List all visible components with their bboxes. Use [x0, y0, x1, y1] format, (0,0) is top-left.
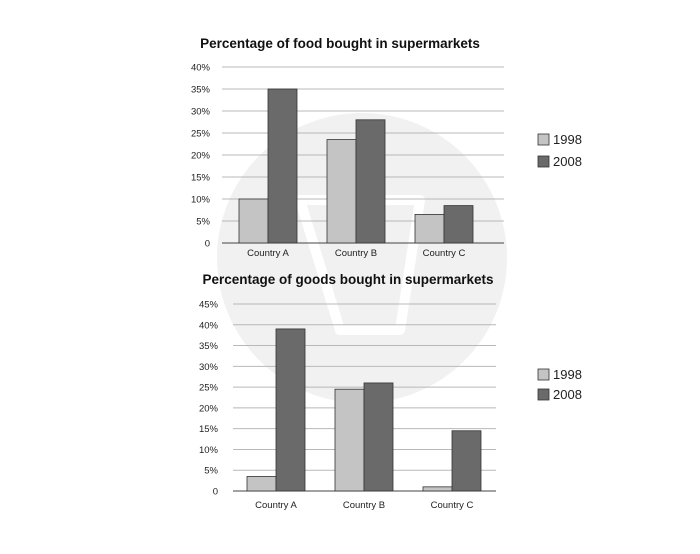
- bar-2008-country-a: [267, 88, 298, 244]
- legend-label: 1998: [553, 132, 582, 147]
- chart-title: Percentage of goods bought in supermarke…: [202, 272, 493, 287]
- y-tick-label: 20%: [191, 151, 211, 162]
- category-label: Country A: [247, 248, 289, 259]
- legend-swatch-1998: [537, 368, 550, 381]
- legend: 1998 2008: [537, 132, 582, 169]
- legend-swatch-2008: [537, 388, 550, 401]
- legend-label: 1998: [553, 367, 582, 382]
- goods-chart: Percentage of goods bought in supermarke…: [199, 272, 582, 511]
- category-label: Country C: [423, 248, 466, 259]
- y-tick-label: 35%: [199, 341, 219, 352]
- y-tick-label: 0: [213, 487, 218, 498]
- category-label: Country A: [255, 500, 297, 511]
- legend-label: 2008: [553, 154, 582, 169]
- bar-2008-country-b: [363, 382, 394, 492]
- bar-1998-country-b: [326, 139, 357, 244]
- y-tick-label: 25%: [191, 129, 211, 140]
- y-tick-label: 45%: [199, 300, 219, 311]
- y-tick-label: 40%: [191, 63, 211, 74]
- y-tick-label: 30%: [191, 107, 211, 118]
- y-tick-label: 0: [205, 239, 210, 250]
- category-label: Country C: [431, 500, 474, 511]
- y-tick-label: 30%: [199, 362, 219, 373]
- legend-swatch-1998: [537, 133, 550, 146]
- y-tick-label: 15%: [199, 424, 219, 435]
- bar-2008-country-c: [443, 205, 474, 244]
- category-label: Country B: [343, 500, 385, 511]
- y-tick-label: 40%: [199, 320, 219, 331]
- legend-label: 2008: [553, 387, 582, 402]
- y-tick-label: 5%: [204, 466, 218, 477]
- bar-2008-country-b: [355, 119, 386, 244]
- bar-1998-country-b: [334, 388, 365, 492]
- bar-2008-country-a: [275, 328, 306, 492]
- food-chart: Percentage of food bought in supermarket…: [191, 36, 582, 259]
- bar-1998-country-a: [238, 198, 269, 244]
- y-tick-label: 10%: [191, 195, 211, 206]
- category-label: Country B: [335, 248, 377, 259]
- y-tick-label: 15%: [191, 173, 211, 184]
- bar-1998-country-c: [422, 486, 453, 492]
- y-tick-label: 35%: [191, 85, 211, 96]
- y-tick-label: 10%: [199, 445, 219, 456]
- bar-1998-country-a: [246, 476, 277, 492]
- y-tick-label: 25%: [199, 383, 219, 394]
- legend-swatch-2008: [537, 155, 550, 168]
- y-tick-label: 5%: [196, 217, 210, 228]
- bar-1998-country-c: [414, 213, 445, 244]
- bar-2008-country-c: [451, 430, 482, 492]
- y-tick-label: 20%: [199, 403, 219, 414]
- chart-title: Percentage of food bought in supermarket…: [200, 36, 480, 51]
- legend: 1998 2008: [537, 367, 582, 402]
